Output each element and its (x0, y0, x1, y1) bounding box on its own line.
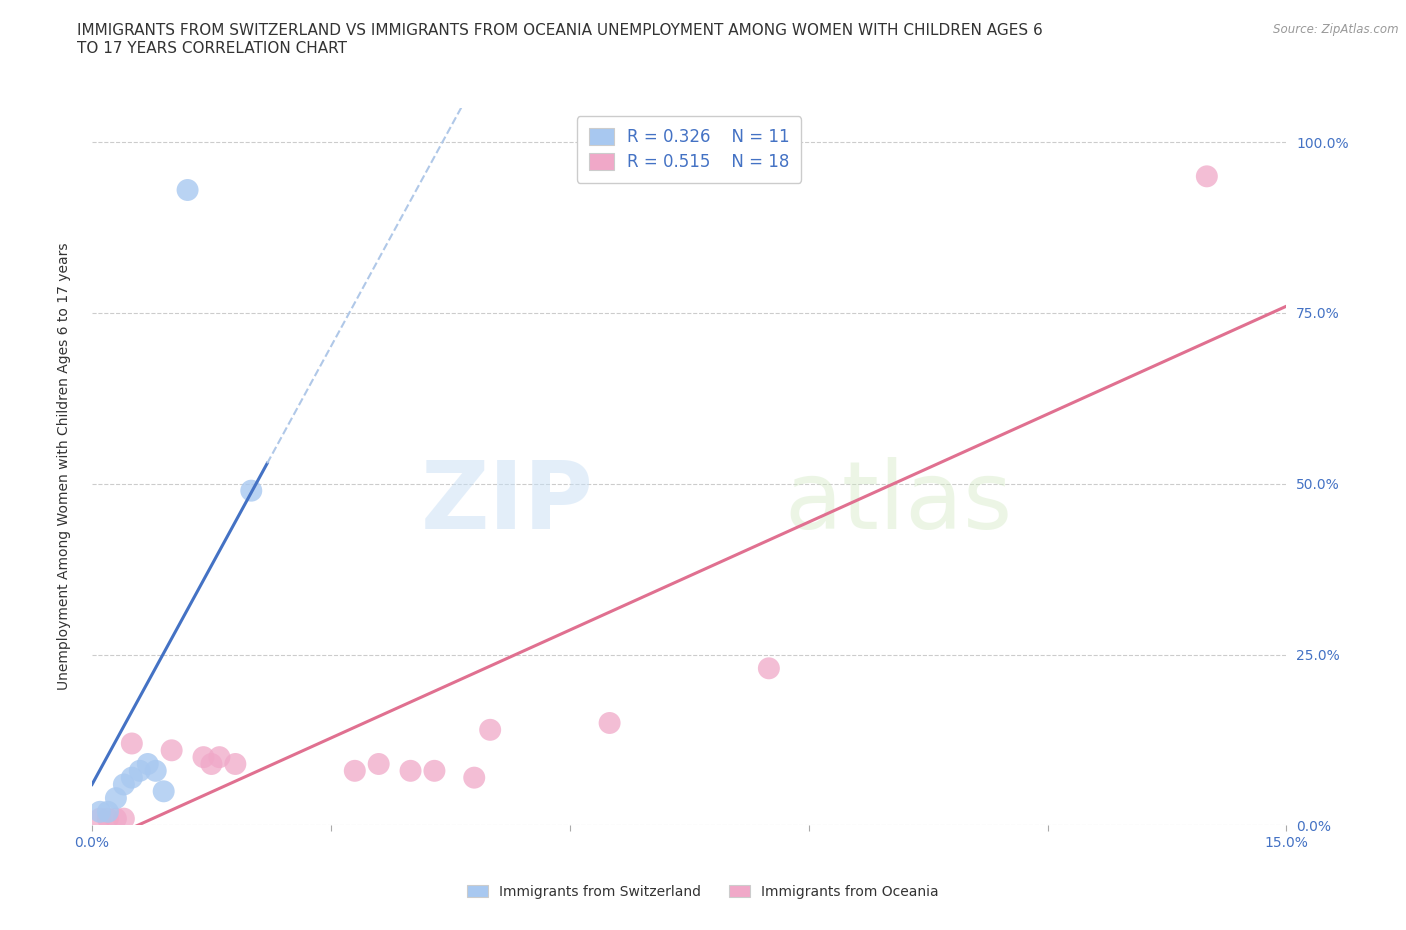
Point (89, 811, 111, 826)
Point (89, 804, 111, 819)
Point (136, 756, 159, 771)
Point (758, 661, 780, 676)
Text: IMMIGRANTS FROM SWITZERLAND VS IMMIGRANTS FROM OCEANIA UNEMPLOYMENT AMONG WOMEN : IMMIGRANTS FROM SWITZERLAND VS IMMIGRANT… (77, 23, 1043, 56)
Text: Source: ZipAtlas.com: Source: ZipAtlas.com (1274, 23, 1399, 36)
Point (121, 736, 143, 751)
Legend: R = 0.326    N = 11, R = 0.515    N = 18: R = 0.326 N = 11, R = 0.515 N = 18 (576, 116, 801, 182)
Point (599, 715, 621, 730)
Point (399, 764, 422, 778)
Text: ZIP: ZIP (420, 457, 593, 549)
Point (193, 750, 215, 764)
Legend: Immigrants from Switzerland, Immigrants from Oceania: Immigrants from Switzerland, Immigrants … (461, 880, 945, 905)
Point (200, 756, 222, 771)
Point (208, 750, 231, 764)
Point (463, 770, 485, 785)
Point (104, 811, 127, 826)
Point (367, 756, 389, 771)
Point (104, 790, 127, 805)
Point (479, 723, 502, 737)
Point (240, 484, 263, 498)
Y-axis label: Unemployment Among Women with Children Ages 6 to 17 years: Unemployment Among Women with Children A… (58, 243, 72, 690)
Point (97, 804, 120, 819)
Point (97, 811, 120, 826)
Point (343, 764, 366, 778)
Text: atlas: atlas (785, 457, 1014, 549)
Point (176, 182, 198, 197)
Point (112, 811, 135, 826)
Point (423, 764, 446, 778)
Point (112, 777, 135, 792)
Point (152, 784, 174, 799)
Point (128, 764, 150, 778)
Point (160, 743, 183, 758)
Point (121, 770, 143, 785)
Point (1195, 169, 1218, 184)
Point (145, 764, 167, 778)
Point (224, 756, 246, 771)
